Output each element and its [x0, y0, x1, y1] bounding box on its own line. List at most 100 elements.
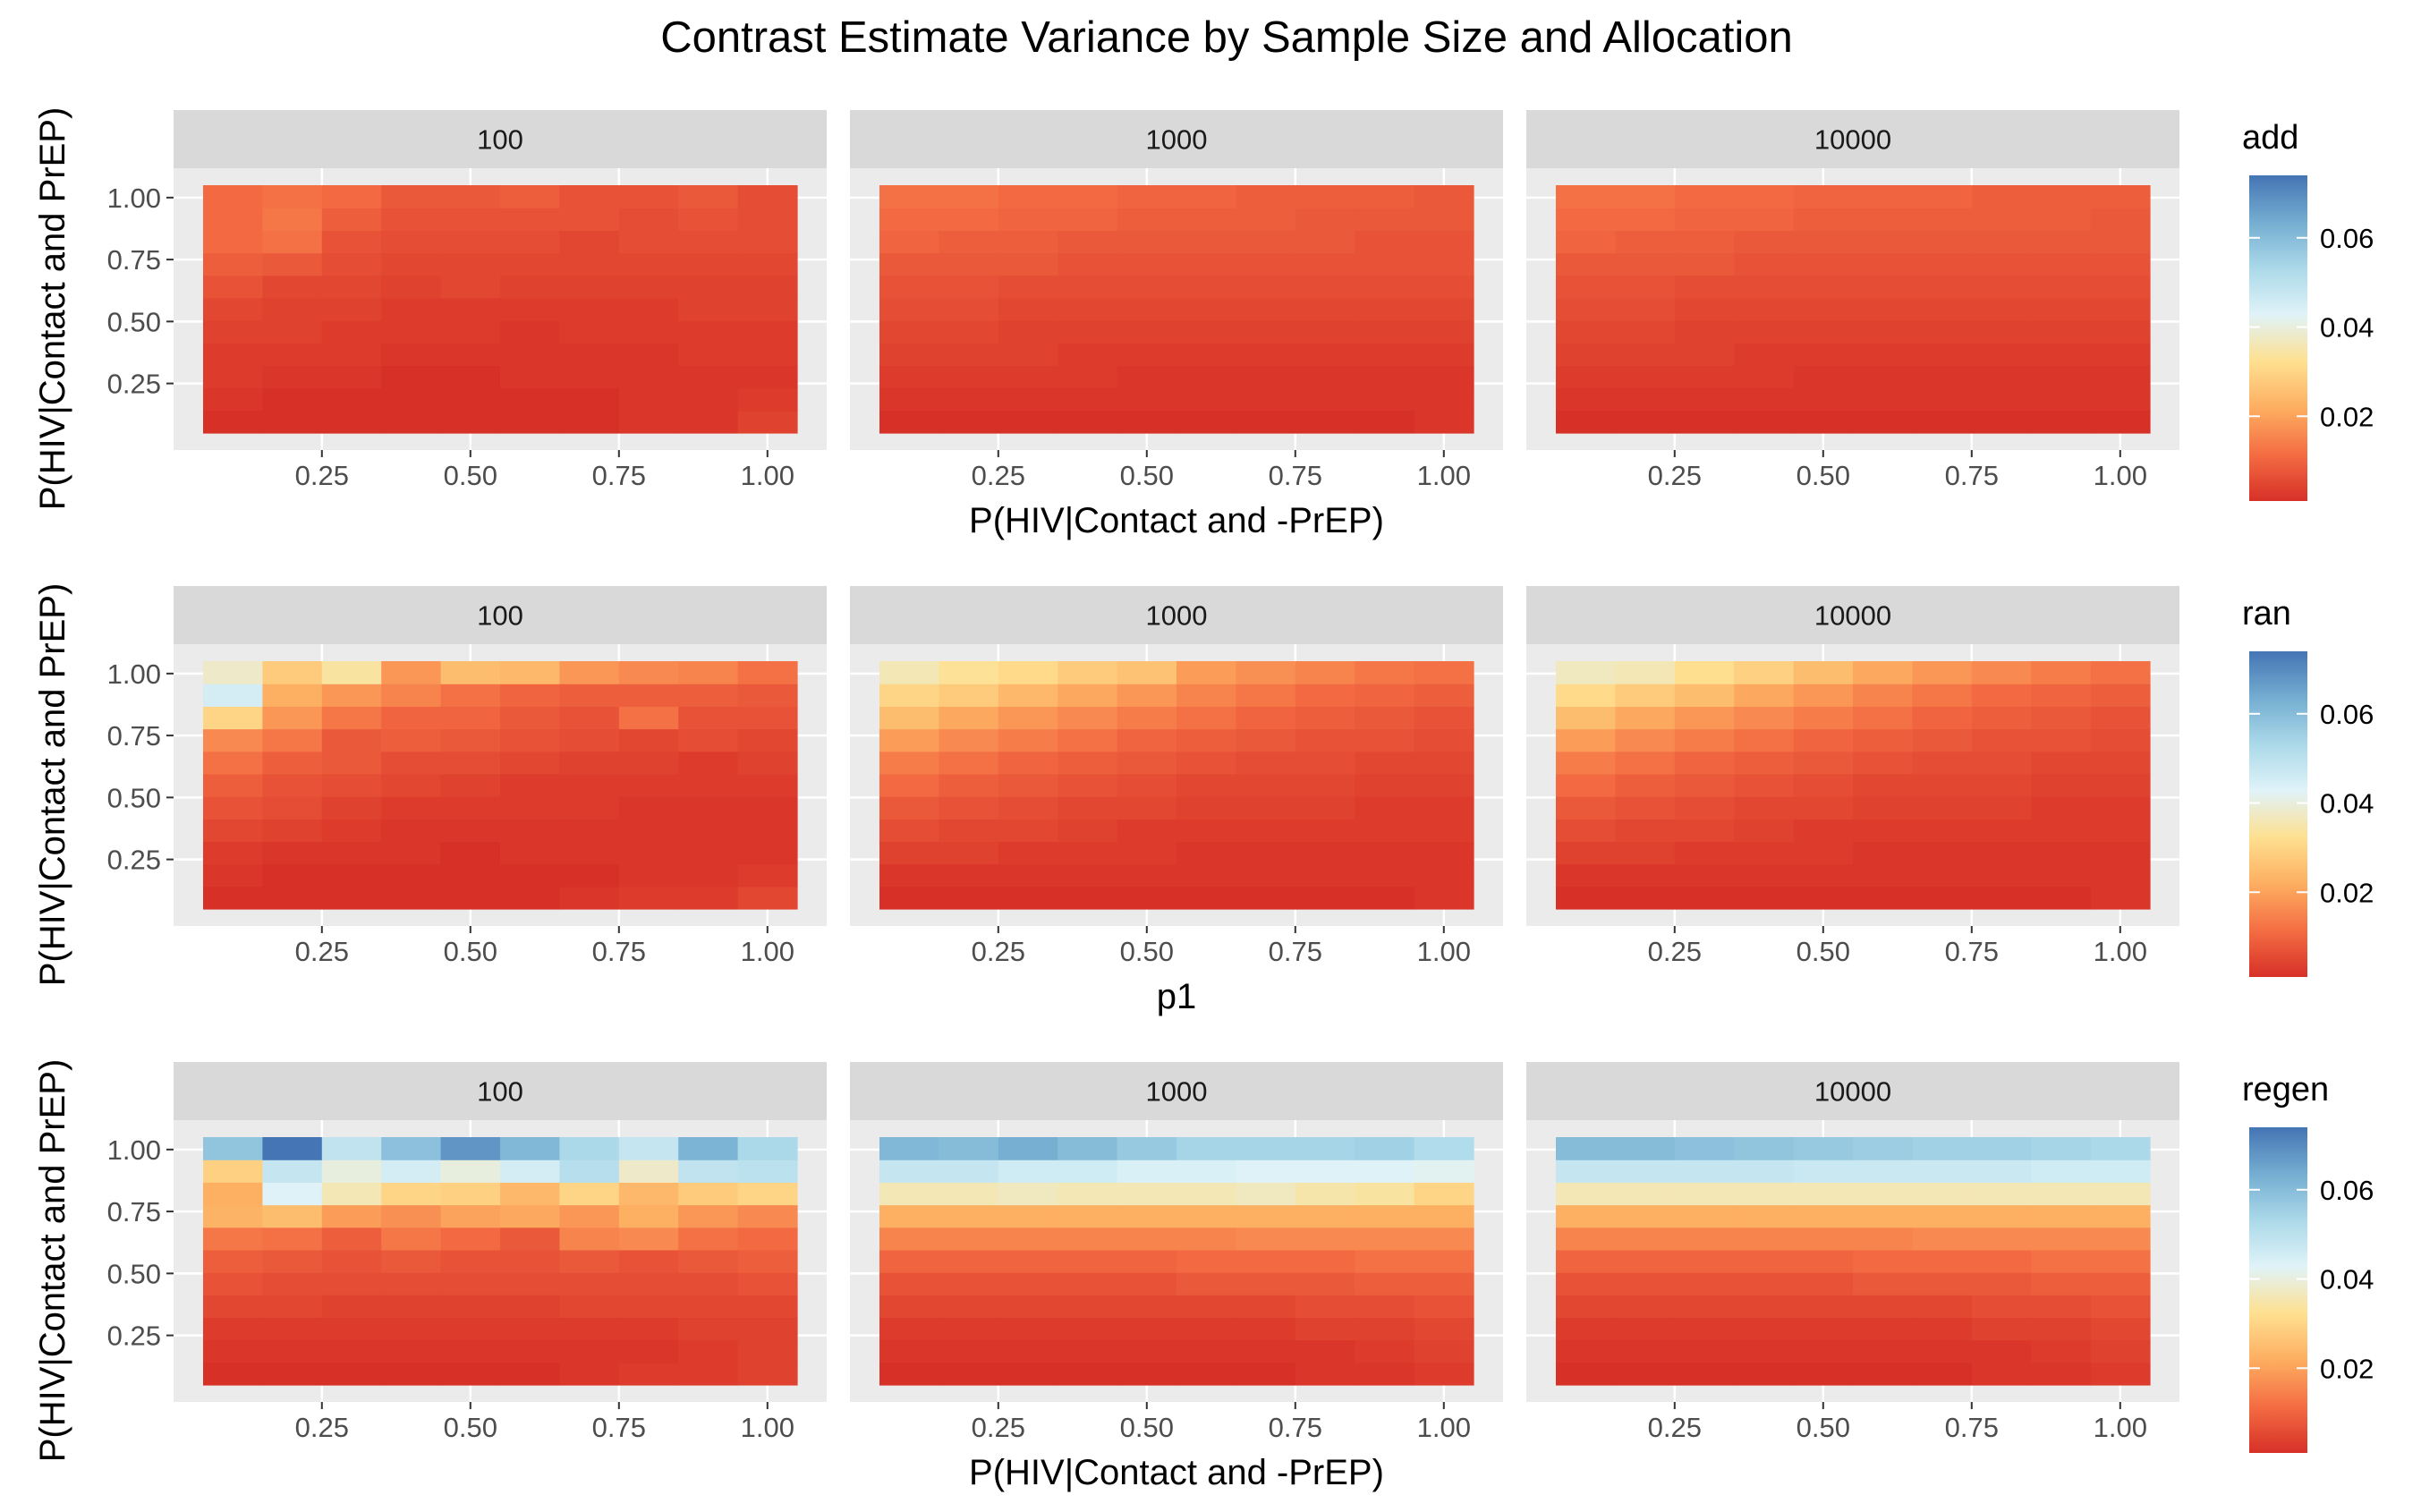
heat-tile: [1295, 728, 1355, 752]
heat-tile: [1912, 819, 1973, 843]
heat-tile: [2031, 1272, 2092, 1295]
heat-tile: [1295, 1227, 1355, 1251]
heat-tile: [262, 751, 323, 775]
heat-tile: [1355, 208, 1415, 231]
heat-tile: [559, 1249, 620, 1273]
heat-tile: [879, 365, 939, 389]
heat-tile: [1793, 387, 1854, 412]
heat-tile: [1236, 410, 1296, 434]
heat-tile: [1556, 1227, 1616, 1251]
heat-tile: [737, 773, 798, 797]
heat-tile: [1793, 1295, 1854, 1319]
heat-tile: [321, 185, 382, 208]
legend-tick-label: 0.02: [2320, 401, 2374, 432]
heat-tile: [1912, 365, 1973, 389]
heat-tile: [1414, 1362, 1474, 1386]
heat-tile: [1177, 706, 1236, 730]
heat-tile: [1971, 1204, 2032, 1228]
heat-tile: [321, 343, 382, 367]
heat-tile: [1295, 275, 1355, 299]
heat-tile: [1853, 1272, 1913, 1295]
heat-tile: [879, 841, 939, 865]
heat-tile: [1295, 1272, 1355, 1295]
heat-tile: [1734, 1295, 1795, 1319]
heat-tile: [1236, 1227, 1296, 1251]
heat-tile: [1912, 661, 1973, 684]
heat-tile: [1236, 1249, 1296, 1273]
heat-tile: [1295, 1137, 1355, 1160]
heat-tile: [500, 275, 560, 299]
x-axis-title: P(HIV|Contact and -PrEP): [969, 1453, 1384, 1492]
heat-tile: [998, 796, 1058, 820]
heat-tile: [678, 1317, 739, 1341]
heat-tile: [440, 751, 501, 775]
heat-tile: [500, 1137, 560, 1160]
heat-tile: [1177, 728, 1236, 752]
heat-tile: [1674, 1272, 1735, 1295]
heat-tile: [1355, 185, 1415, 208]
heat-tile: [203, 320, 263, 344]
heat-tile: [1674, 796, 1735, 820]
heat-tile: [879, 886, 939, 910]
heat-tile: [618, 365, 679, 389]
heat-tile: [559, 230, 620, 254]
heat-tile: [381, 252, 442, 276]
heat-tile: [1793, 1137, 1854, 1160]
heat-tile: [1556, 275, 1616, 299]
heat-tile: [262, 1137, 323, 1160]
heat-tile: [1414, 1182, 1474, 1206]
heat-tile: [559, 773, 620, 797]
heat-tile: [1414, 252, 1474, 276]
heat-tile: [203, 1249, 263, 1273]
heat-tile: [1734, 1182, 1795, 1206]
heat-tile: [1853, 1159, 1913, 1183]
heat-tile: [1734, 252, 1795, 276]
heat-tile: [1615, 751, 1676, 775]
legend-tick-label: 0.04: [2320, 1264, 2374, 1295]
heat-tile: [1295, 796, 1355, 820]
heat-tile: [440, 297, 501, 321]
heat-tile: [1734, 1204, 1795, 1228]
heat-tile: [1674, 841, 1735, 865]
heat-tile: [440, 343, 501, 367]
heat-tile: [500, 410, 560, 434]
heat-tile: [203, 773, 263, 797]
heat-tile: [381, 1317, 442, 1341]
heat-tile: [939, 1317, 999, 1341]
heat-tile: [939, 796, 999, 820]
heat-tile: [1556, 863, 1616, 888]
heat-tile: [618, 706, 679, 730]
heat-tile: [1236, 841, 1296, 865]
x-tick-label: 0.75: [592, 936, 646, 967]
heat-tile: [1355, 230, 1415, 254]
heat-tile: [1236, 320, 1296, 344]
heat-tile: [2031, 1159, 2092, 1183]
heat-tile: [262, 684, 323, 707]
heat-tile: [879, 661, 939, 684]
heat-tile: [998, 1204, 1058, 1228]
heat-tile: [1295, 343, 1355, 367]
heat-tile: [1734, 706, 1795, 730]
heat-tile: [678, 1204, 739, 1228]
heat-tile: [1853, 1204, 1913, 1228]
heat-tile: [1177, 819, 1236, 843]
heat-tile: [879, 773, 939, 797]
heat-tile: [1912, 1317, 1973, 1341]
heat-tile: [1414, 275, 1474, 299]
x-tick-label: 1.00: [1417, 936, 1471, 967]
heat-tile: [1236, 863, 1296, 888]
heat-tile: [262, 252, 323, 276]
heat-tile: [1117, 387, 1177, 412]
heat-tile: [381, 751, 442, 775]
heat-tile: [440, 1362, 501, 1386]
heat-tile: [1414, 1137, 1474, 1160]
heat-tile: [2031, 684, 2092, 707]
facet-panel: 100 0.25 0.50 0.75 1.00 0.25 0.50 0.75 1.00: [107, 586, 827, 967]
heat-tile: [1734, 886, 1795, 910]
heat-tile: [1971, 1137, 2032, 1160]
heat-tile: [939, 297, 999, 321]
heat-tile: [879, 410, 939, 434]
heat-tile: [939, 1182, 999, 1206]
heat-tile: [2090, 684, 2151, 707]
